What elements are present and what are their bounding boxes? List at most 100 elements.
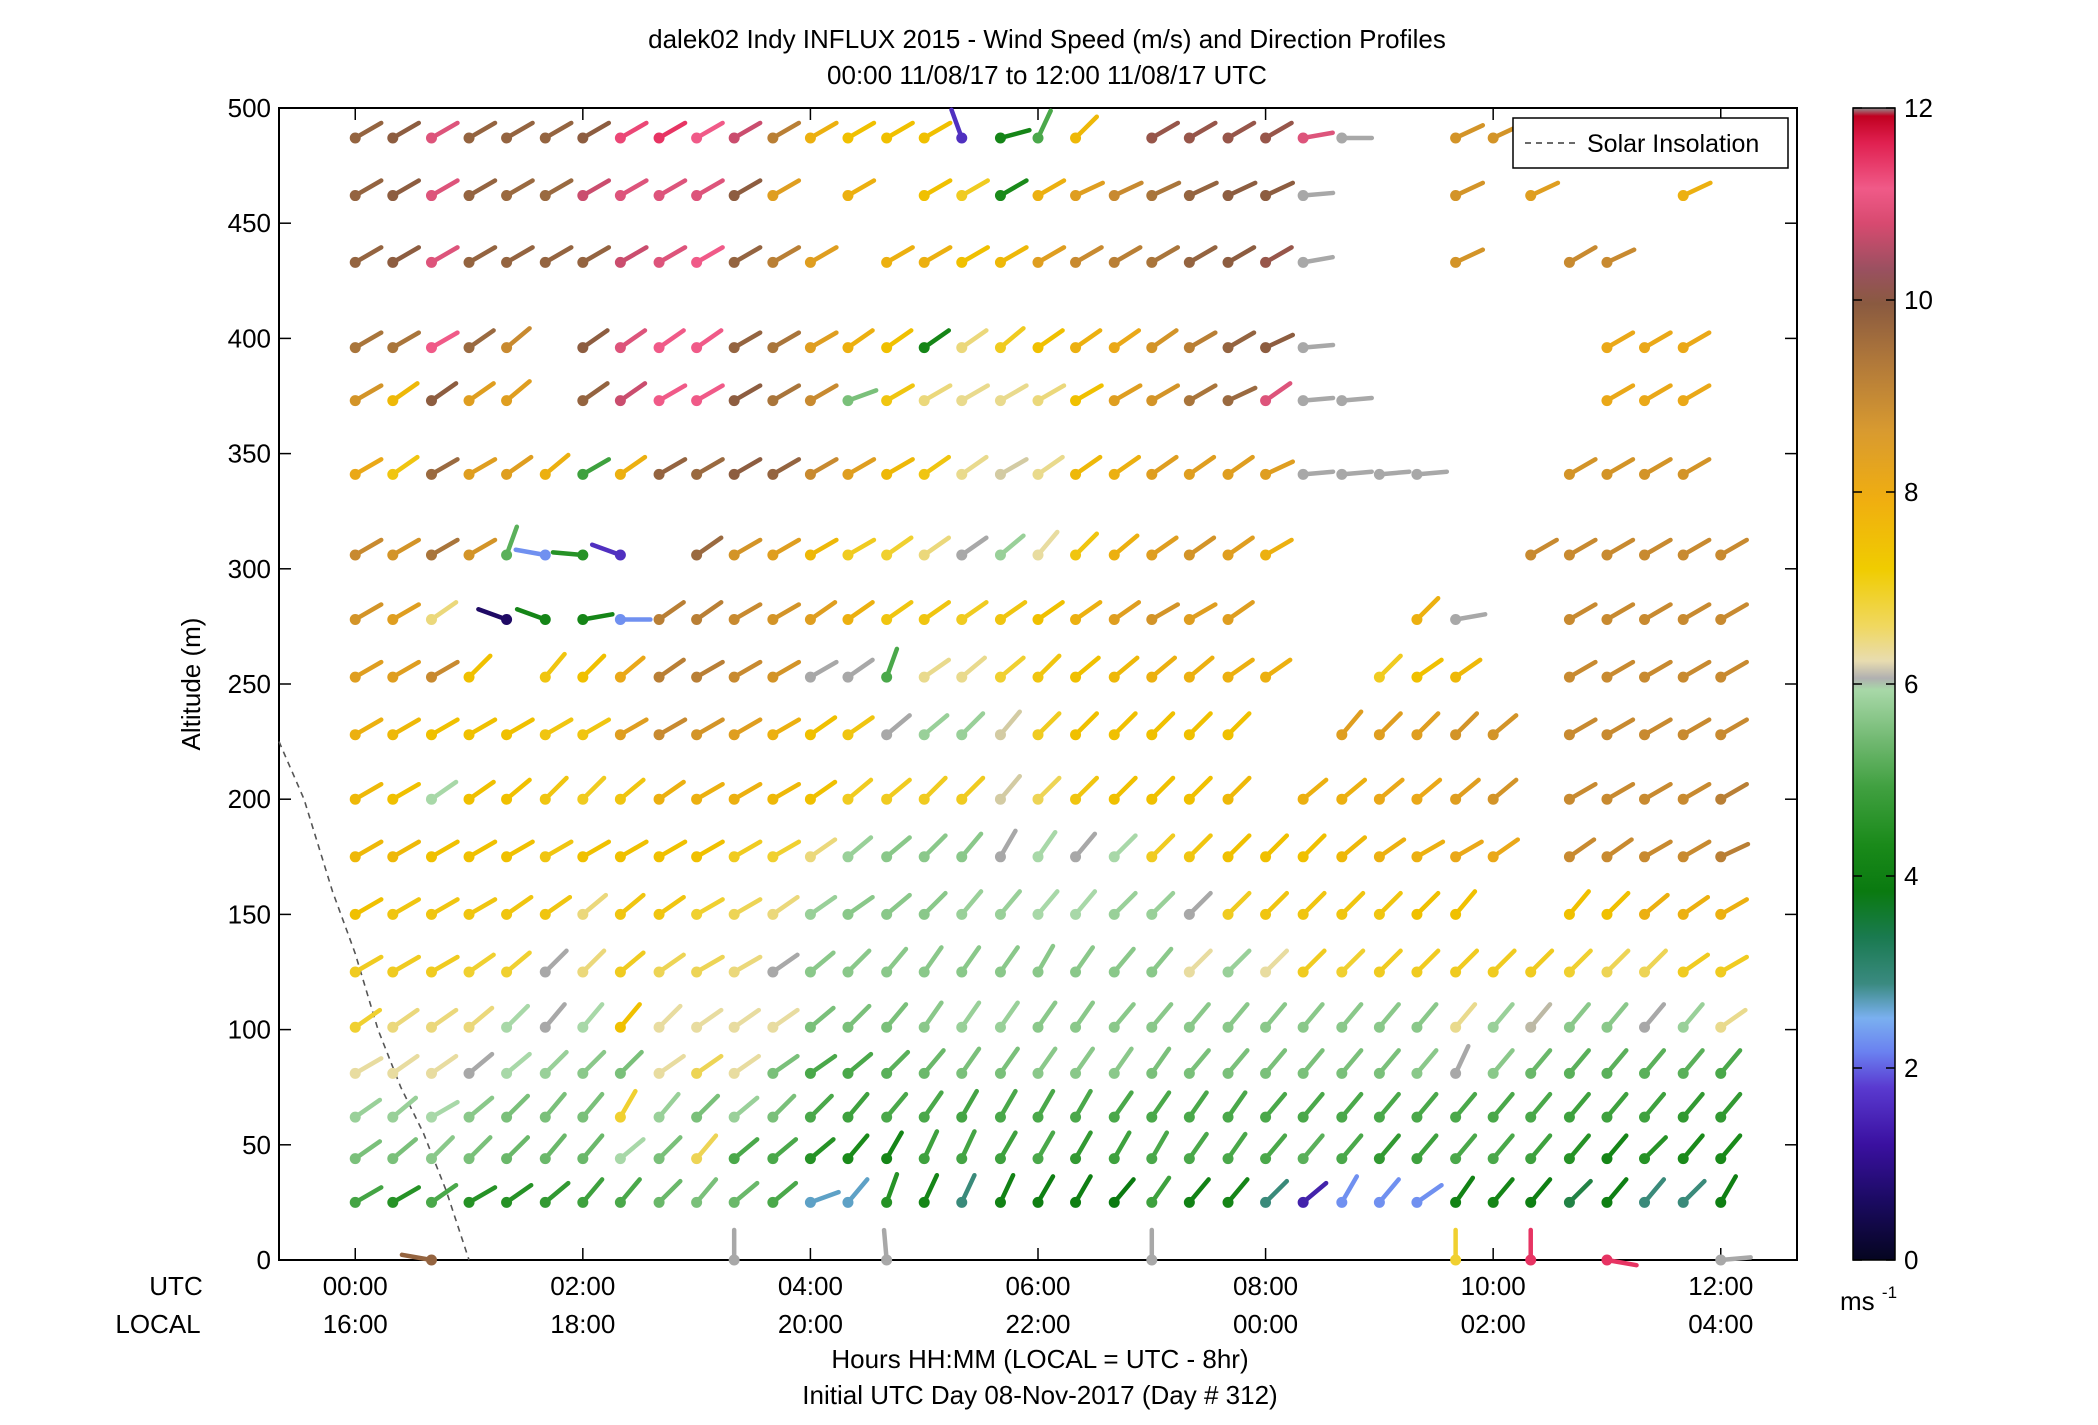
- wind-vector-dot: [1525, 190, 1537, 202]
- wind-vector: [1601, 383, 1636, 407]
- wind-vector-dot: [1070, 908, 1082, 920]
- wind-vector-dot: [918, 613, 930, 625]
- wind-vector: [1450, 1175, 1476, 1208]
- wind-vector: [956, 383, 990, 407]
- y-tick-label: 150: [228, 899, 271, 929]
- wind-vector: [1297, 1091, 1325, 1123]
- wind-vector-dot: [956, 549, 968, 561]
- wind-vector: [956, 328, 989, 354]
- wind-vector: [1373, 653, 1403, 683]
- wind-vector-dot: [1411, 671, 1423, 683]
- wind-vector-dot: [1070, 1067, 1082, 1079]
- wind-vector: [1260, 657, 1293, 683]
- wind-vector: [577, 892, 609, 920]
- wind-vector: [1411, 1182, 1444, 1208]
- wind-vector-dot: [1146, 851, 1158, 863]
- wind-vector: [918, 383, 953, 407]
- wind-vector-dot: [577, 132, 589, 144]
- wind-vector: [1108, 946, 1136, 978]
- wind-vector: [1336, 1048, 1364, 1079]
- wind-vector-dot: [1260, 342, 1272, 354]
- wind-vector-dot: [1070, 1196, 1082, 1208]
- wind-vector-dot: [1525, 1254, 1537, 1266]
- wind-vector-dot: [1563, 1196, 1575, 1208]
- wind-vector: [1260, 120, 1294, 144]
- wind-vector-dot: [349, 342, 361, 354]
- wind-vector-dot: [728, 1111, 740, 1123]
- wind-vector: [918, 945, 944, 978]
- wind-vector: [728, 537, 763, 561]
- wind-vector: [691, 457, 725, 480]
- wind-vector: [1525, 180, 1561, 202]
- wind-vector: [1260, 833, 1290, 863]
- wind-vector-dot: [1563, 1067, 1575, 1079]
- wind-vector-dot: [1222, 1196, 1234, 1208]
- wind-vector-dot: [387, 342, 399, 354]
- wind-vector-dot: [1411, 966, 1423, 978]
- wind-vector: [918, 713, 950, 741]
- wind-vector: [1108, 533, 1140, 561]
- wind-vector: [1183, 1002, 1211, 1033]
- wind-vector: [1487, 1002, 1515, 1033]
- wind-vector: [1450, 948, 1480, 978]
- wind-vector: [387, 781, 422, 805]
- wind-vector-dot: [577, 729, 589, 741]
- wind-vector: [994, 457, 1029, 480]
- wind-vector: [691, 897, 725, 920]
- wind-vector: [349, 717, 384, 741]
- x-row-label-utc: UTC: [149, 1271, 202, 1301]
- wind-vector: [767, 1053, 800, 1079]
- wind-vector-dot: [349, 671, 361, 683]
- wind-vector: [1297, 948, 1327, 978]
- wind-vector: [1108, 1177, 1136, 1208]
- wind-vector: [577, 1133, 605, 1165]
- wind-vector-dot: [1297, 851, 1309, 863]
- wind-vector: [767, 245, 802, 268]
- wind-vector: [463, 1095, 495, 1123]
- wind-vector-dot: [691, 1111, 703, 1123]
- wind-vector-dot: [881, 851, 893, 863]
- wind-vector-dot: [728, 132, 740, 144]
- wind-vector: [1601, 457, 1636, 480]
- wind-vector: [1450, 657, 1483, 683]
- wind-vector: [918, 833, 948, 863]
- wind-vector: [804, 383, 839, 407]
- wind-vector-dot: [1563, 851, 1575, 863]
- wind-vector-dot: [1601, 1111, 1613, 1123]
- wind-vector: [387, 1053, 420, 1079]
- wind-vector-dot: [767, 132, 779, 144]
- wind-vector-dot: [1677, 1067, 1689, 1079]
- wind-vector: [804, 1005, 836, 1033]
- wind-vector-dot: [804, 395, 816, 407]
- wind-vector-dot: [463, 342, 475, 354]
- wind-vector-dot: [1450, 1067, 1462, 1079]
- wind-vector: [1297, 1180, 1329, 1208]
- wind-vector: [1411, 777, 1443, 805]
- wind-vector-dot: [349, 613, 361, 625]
- wind-vector: [1183, 1048, 1211, 1079]
- wind-vector: [804, 457, 839, 480]
- wind-vector: [804, 1093, 834, 1123]
- x-tick-label-local: 00:00: [1233, 1309, 1298, 1339]
- wind-vector-dot: [728, 908, 740, 920]
- wind-vector: [918, 1000, 944, 1033]
- wind-vector: [539, 948, 569, 978]
- wind-vector: [1260, 1048, 1288, 1079]
- wind-vector-dot: [1297, 966, 1309, 978]
- wind-vector-dot: [691, 1196, 703, 1208]
- wind-vector: [1639, 1177, 1667, 1208]
- wind-vector-dot: [1450, 1021, 1462, 1033]
- wind-vector: [463, 120, 498, 144]
- wind-vector: [1146, 833, 1176, 863]
- wind-vector: [691, 717, 725, 741]
- wind-vector-dot: [1146, 395, 1158, 407]
- wind-vector: [577, 245, 612, 268]
- wind-vector: [1677, 602, 1712, 625]
- wind-vector-dot: [614, 1153, 626, 1165]
- wind-vector: [463, 839, 498, 863]
- wind-vector: [1297, 833, 1327, 863]
- wind-vector: [691, 1053, 724, 1079]
- wind-vector-dot: [1715, 908, 1727, 920]
- wind-vector: [1222, 454, 1255, 480]
- wind-vector-dot: [1183, 395, 1195, 407]
